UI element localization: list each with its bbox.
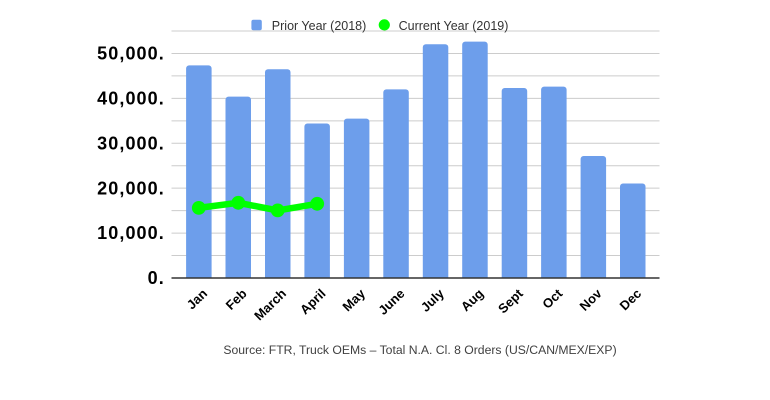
svg-text:Prior Year (2018): Prior Year (2018): [272, 19, 367, 33]
svg-text:20,000.: 20,000.: [97, 178, 165, 198]
svg-text:Current Year (2019): Current Year (2019): [399, 19, 509, 33]
svg-text:30,000.: 30,000.: [97, 133, 165, 153]
svg-text:40,000.: 40,000.: [97, 88, 165, 108]
svg-text:10,000.: 10,000.: [97, 223, 165, 243]
svg-text:0.: 0.: [148, 268, 165, 288]
svg-text:Source: FTR, Truck OEMs – Tota: Source: FTR, Truck OEMs – Total N.A. Cl.…: [223, 343, 616, 357]
svg-text:50,000.: 50,000.: [97, 44, 165, 64]
